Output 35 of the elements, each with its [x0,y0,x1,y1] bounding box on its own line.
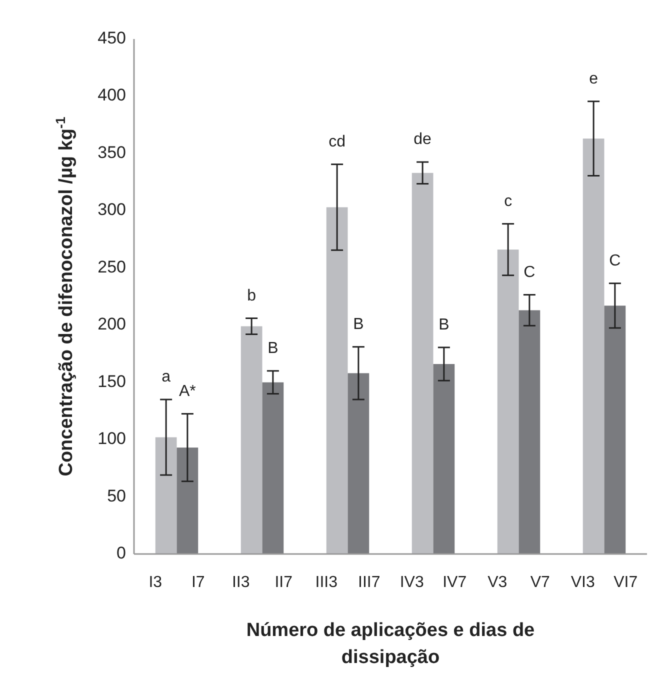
x-tick-label: I3 [148,574,162,591]
annotation: de [414,131,432,148]
y-tick-label: 250 [98,257,126,276]
x-tick-label: VI7 [614,574,638,591]
y-tick-label: 300 [98,200,126,220]
annotation: B [353,316,364,334]
x-tick-label: V7 [530,574,550,591]
annotation: B [268,340,278,358]
y-tick-label: 200 [98,314,126,334]
x-axis-title: Número de aplicações e dias de dissipação [246,620,535,668]
annotation: b [247,287,256,304]
x-tick-label: IV7 [442,574,467,591]
x-tick-label: I7 [191,574,205,591]
annotation: C [524,264,536,282]
annotation: a [162,368,171,386]
x-tick-label: IV3 [400,574,424,591]
x-tick-label: III7 [358,574,380,591]
annotation: C [609,252,621,270]
y-tick-label: 100 [98,429,126,448]
y-tick-label: 350 [98,142,126,162]
y-tick-label: 450 [98,28,126,48]
annotation: cd [328,134,346,151]
annotation: c [504,193,512,210]
annotation: e [589,70,598,88]
y-tick-label: 150 [98,372,126,391]
x-tick-label: III3 [315,574,338,591]
y-tick-label: 0 [116,543,126,562]
annotation: A* [178,383,196,400]
y-tick-label: 400 [98,86,126,105]
x-tick-label: II3 [232,574,250,591]
y-tick-label: 50 [107,486,126,506]
x-tick-label: II7 [274,574,293,591]
annotation: B [438,316,450,334]
x-tick-label: VI3 [570,574,595,591]
x-tick-label: V3 [488,574,508,591]
